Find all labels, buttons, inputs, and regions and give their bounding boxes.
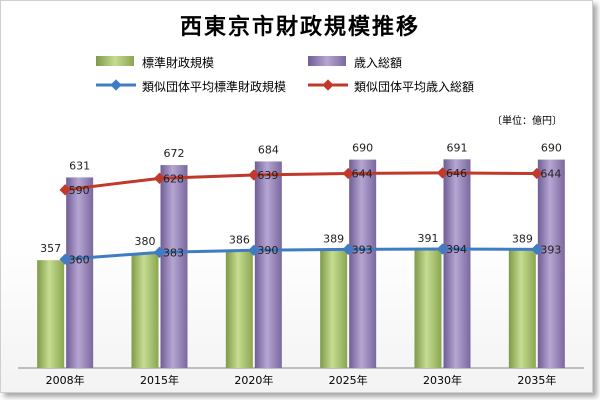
- data-label-bar1: 357: [40, 242, 61, 255]
- bar-total-revenue: [66, 177, 94, 368]
- avg-standard-scale-marker: [248, 244, 260, 256]
- avg-total-revenue-data-label: 628: [163, 172, 184, 185]
- avg-total-revenue-marker: [153, 172, 166, 185]
- bar-standard-scale: [37, 260, 65, 368]
- x-tick-label: 2020年: [234, 373, 273, 387]
- data-label-bar2: 631: [69, 159, 90, 172]
- bar-standard-scale: [508, 250, 536, 368]
- avg-total-revenue-data-label: 639: [257, 169, 278, 182]
- avg-total-revenue-line: [64, 171, 537, 192]
- data-label-bar1: 391: [418, 232, 439, 245]
- bar-total-revenue: [349, 159, 377, 368]
- avg-standard-scale-data-label: 393: [352, 243, 373, 256]
- bar-standard-scale: [131, 253, 159, 368]
- chart-title: 西東京市財政規模推移: [179, 15, 420, 40]
- x-tick-label: 2035年: [517, 373, 556, 387]
- legend-swatch-bar2: [308, 56, 346, 66]
- bar-standard-scale: [225, 251, 253, 368]
- legend-label-bar2: 歳入総額: [354, 56, 403, 70]
- legend-swatch-line1: [96, 79, 136, 91]
- x-tick-label: 2015年: [140, 373, 179, 387]
- avg-total-revenue-data-label: 644: [352, 168, 373, 181]
- bar-total-revenue: [443, 159, 471, 368]
- unit-label: 〔単位：億円〕: [492, 116, 562, 127]
- data-label-bar2: 684: [258, 143, 279, 156]
- avg-total-revenue-marker: [248, 169, 260, 181]
- legend-swatch-line2: [308, 79, 348, 91]
- data-label-bar1: 389: [512, 233, 533, 246]
- x-tick-label: 2025年: [329, 373, 368, 387]
- avg-standard-scale-data-label: 393: [540, 243, 561, 256]
- bar-total-revenue: [160, 165, 188, 368]
- data-label-bar2: 672: [164, 147, 185, 160]
- avg-standard-scale-data-label: 394: [446, 243, 467, 256]
- bar-standard-scale: [414, 249, 442, 368]
- x-tick-label: 2008年: [46, 373, 85, 387]
- avg-total-revenue-marker: [436, 167, 449, 179]
- avg-standard-scale-data-label: 360: [69, 253, 90, 266]
- avg-total-revenue-data-label: 646: [446, 167, 467, 180]
- x-tick-label: 2030年: [423, 373, 462, 387]
- data-label-bar1: 386: [229, 233, 250, 246]
- bar-standard-scale: [320, 250, 348, 368]
- legend-swatch-bar1: [96, 56, 134, 66]
- avg-standard-scale-data-label: 383: [163, 246, 184, 259]
- avg-standard-scale-data-label: 390: [257, 244, 278, 257]
- data-label-bar2: 691: [447, 141, 468, 154]
- avg-total-revenue-marker: [342, 167, 354, 180]
- legend-label-line2: 類似団体平均歳入総額: [354, 80, 475, 94]
- data-label-bar2: 690: [541, 142, 562, 155]
- avg-standard-scale-marker: [531, 243, 543, 255]
- avg-standard-scale-marker: [436, 243, 449, 255]
- bar-total-revenue: [537, 159, 565, 368]
- avg-standard-scale-marker: [342, 243, 354, 255]
- avg-total-revenue-marker: [531, 167, 543, 180]
- legend-label-bar1: 標準財政規模: [142, 56, 215, 70]
- avg-standard-scale-line: [65, 247, 537, 261]
- data-label-bar2: 690: [352, 142, 373, 155]
- avg-total-revenue-data-label: 644: [540, 168, 561, 181]
- data-label-bar1: 380: [135, 235, 156, 248]
- avg-total-revenue-data-label: 590: [69, 184, 90, 197]
- legend-label-line1: 類似団体平均標準財政規模: [142, 80, 287, 94]
- data-label-bar1: 389: [323, 233, 344, 246]
- bar-total-revenue: [254, 161, 282, 368]
